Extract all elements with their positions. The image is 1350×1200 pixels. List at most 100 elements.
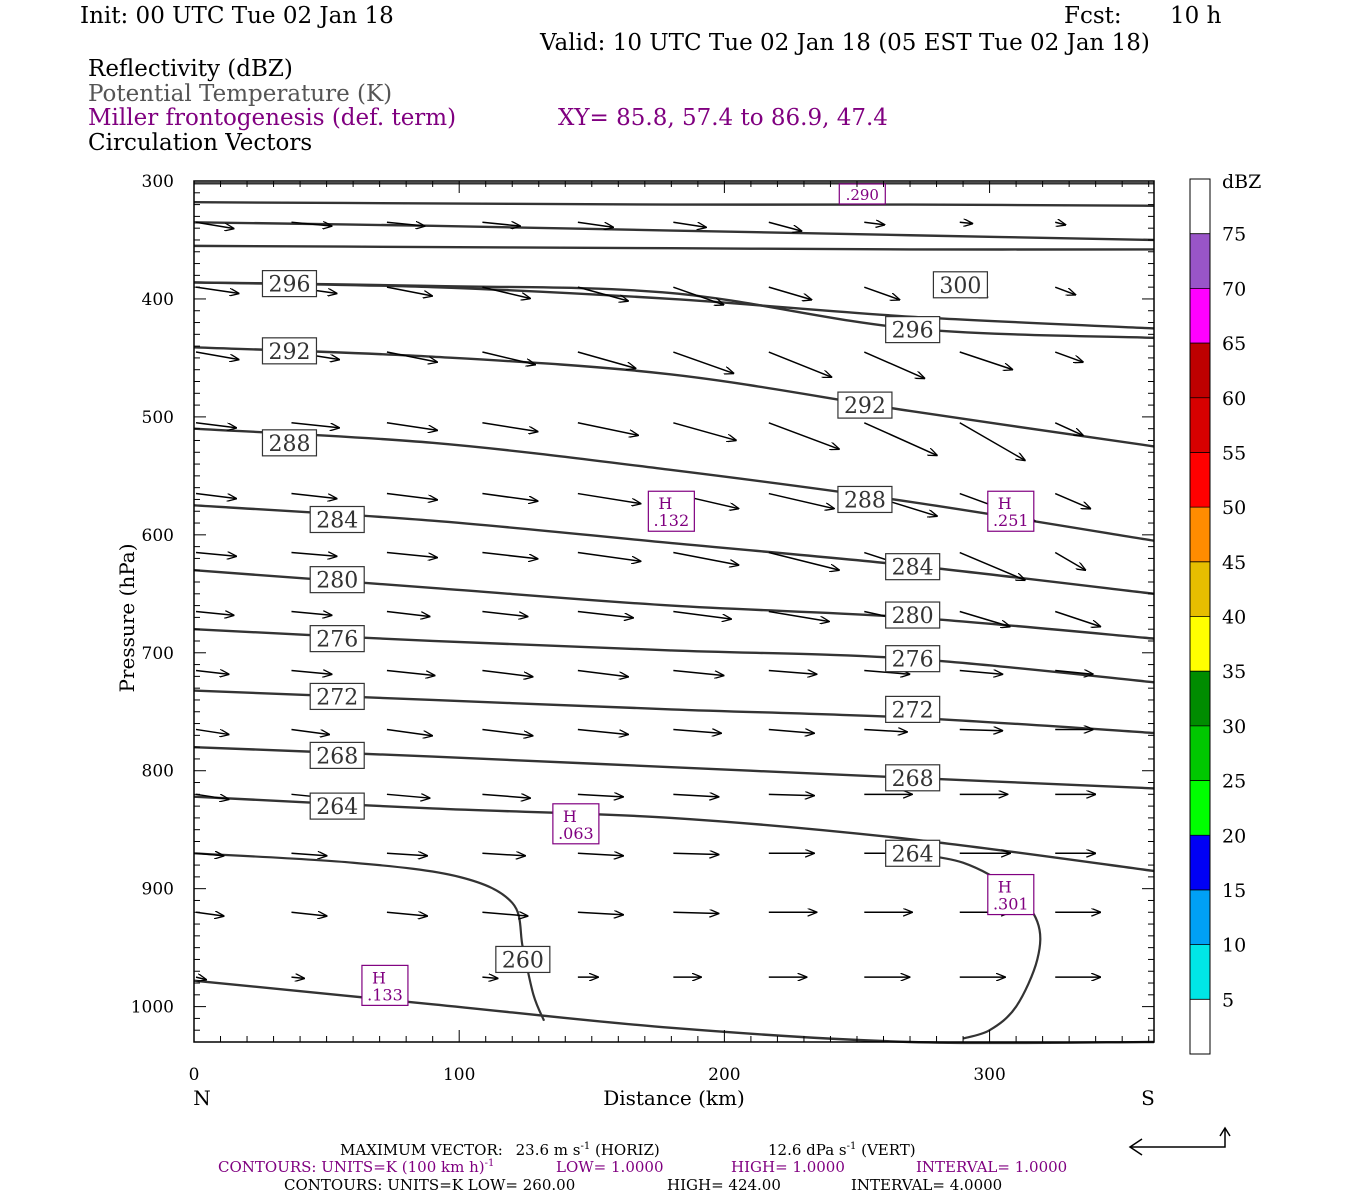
circulation-vector (673, 221, 706, 227)
circulation-vector (386, 492, 437, 500)
circulation-vector (768, 221, 802, 231)
colorbar-tick-label: 65 (1222, 333, 1246, 355)
theta-contour-294 (193, 281, 1155, 340)
circulation-vector (482, 492, 537, 502)
colorbar-segment (1190, 835, 1210, 890)
colorbar-segment (1190, 889, 1210, 945)
circulation-vector (291, 222, 331, 226)
circulation-vector (386, 728, 432, 735)
theta-contour-300 (193, 221, 1155, 242)
x-tick-label: 0 (189, 1065, 200, 1085)
circulation-vector (195, 853, 224, 856)
circulation-vector (864, 222, 884, 225)
theta-contour-260 (193, 979, 1155, 1045)
circulation-vector (577, 351, 636, 368)
colorbar-segment (1190, 725, 1210, 781)
field-potential-temperature: Potential Temperature (K) (88, 81, 393, 107)
circulation-vector (482, 422, 537, 432)
circulation-vector (673, 551, 738, 566)
circulation-vector (195, 221, 234, 228)
circulation-vector (195, 612, 234, 616)
theta-label-box (309, 792, 365, 820)
theta-contour-292 (193, 346, 1155, 448)
theta-label-box (261, 270, 318, 298)
colorbar-tick-label: 25 (1222, 771, 1246, 793)
colorbar-tick-label: 50 (1222, 497, 1246, 519)
circulation-vector (291, 492, 336, 499)
circulation-vector (768, 729, 814, 733)
theta-label: 280 (892, 604, 934, 629)
colorbar-tick-label: 5 (1222, 989, 1234, 1011)
theta-contour-302 (193, 201, 1155, 207)
colorbar-tick-label: 20 (1222, 825, 1246, 847)
circulation-vector (768, 670, 817, 674)
circulation-vector (1055, 222, 1065, 225)
circulation-vector (673, 669, 723, 675)
circulation-vector (673, 351, 733, 373)
theta-label-box (309, 625, 365, 653)
circulation-vector (577, 221, 613, 227)
max-vector-info: MAXIMUM VECTOR: 23.6 m s-1 (HORIZ) 12.6 … (340, 1141, 916, 1159)
frontogenesis-label: .290 (846, 186, 879, 204)
theta-label-box (932, 271, 989, 299)
init-time: Init: 00 UTC Tue 02 Jan 18 (80, 3, 394, 29)
theta-contour-298 (193, 244, 1155, 251)
circulation-vector (577, 794, 623, 797)
colorbar-tick-label: 15 (1222, 880, 1246, 902)
north-label: N (193, 1086, 211, 1110)
south-label: S (1141, 1086, 1155, 1110)
colorbar-segment (1190, 671, 1210, 726)
circulation-vector (195, 492, 236, 499)
theta-label-box (885, 316, 941, 344)
circulation-vector (673, 610, 731, 620)
colorbar-tick-label: 30 (1222, 716, 1246, 738)
colorbar-segment (1190, 780, 1210, 836)
circulation-vector (482, 669, 532, 676)
frontogenesis-high-value: .063 (558, 824, 594, 843)
circulation-vector (386, 551, 437, 558)
colorbar-tick-label: 70 (1222, 278, 1246, 300)
theta-label-box (309, 741, 365, 769)
theta-label-box (837, 485, 893, 514)
colorbar-segment (1190, 616, 1210, 672)
theta-label-box (309, 682, 365, 711)
circulation-vector (482, 610, 527, 617)
valid-time: Valid: 10 UTC Tue 02 Jan 18 (05 EST Tue … (540, 30, 1150, 56)
theta-label: 296 (892, 319, 934, 344)
circulation-vector (959, 422, 1025, 461)
circulation-vector (864, 729, 907, 732)
circulation-vector (386, 794, 430, 798)
circulation-vector (482, 853, 524, 856)
circulation-vector (1055, 670, 1093, 674)
circulation-vector (959, 729, 1003, 730)
circulation-vector (768, 351, 832, 377)
colorbar-tick-label: 45 (1222, 552, 1246, 574)
theta-label-box (261, 337, 318, 365)
frontogenesis-high-box (987, 490, 1035, 532)
circulation-vector (577, 422, 638, 436)
circulation-vector (864, 670, 909, 674)
theta-label-box (837, 391, 893, 419)
circulation-vector (577, 912, 623, 915)
colorbar-segment (1190, 944, 1210, 1000)
colorbar-label: dBZ (1222, 171, 1261, 193)
circulation-vector (482, 728, 532, 735)
circulation-vector (577, 728, 628, 734)
theta-label: 272 (892, 698, 934, 723)
theta-label: 268 (892, 767, 934, 792)
circulation-vector (1054, 286, 1075, 295)
circulation-vector (959, 670, 1003, 674)
colorbar-segment (1190, 179, 1210, 234)
circulation-vector (1054, 351, 1083, 362)
circulation-vector (386, 422, 437, 431)
circulation-vector (195, 553, 236, 557)
y-tick-label: 600 (142, 526, 174, 546)
circulation-vector (195, 793, 229, 799)
circulation-vector (673, 912, 718, 913)
frontogenesis-high-value: .301 (993, 895, 1029, 914)
circulation-vector (863, 351, 924, 378)
circulation-vector (577, 286, 628, 301)
colorbar-segment (1190, 561, 1210, 617)
theta-label-box (885, 645, 941, 673)
